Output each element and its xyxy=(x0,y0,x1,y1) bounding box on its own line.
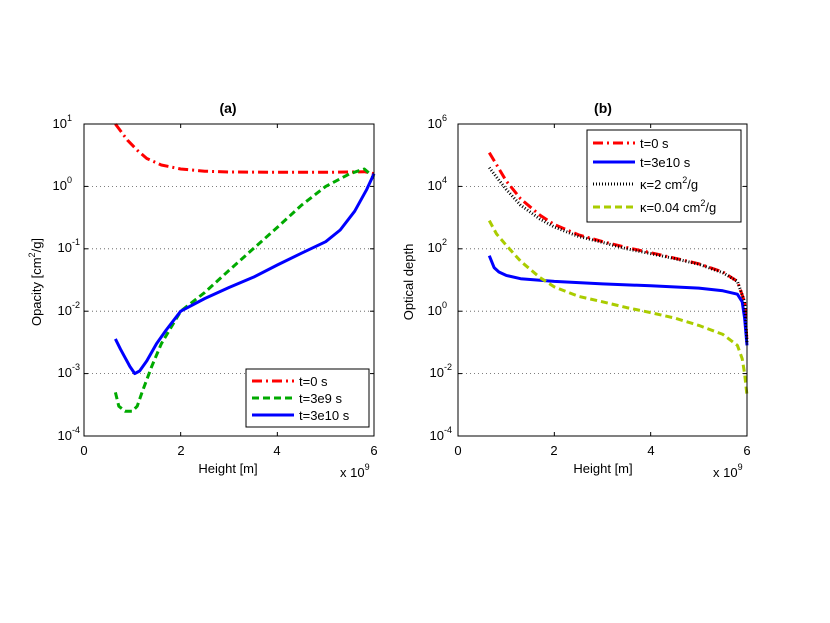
panel-b-ytick-label: 106 xyxy=(428,113,447,131)
legend-label-kappa2: κ=2 cm2/g xyxy=(640,175,698,192)
panel-b-legend: t=0 s t=3e10 s κ=2 cm2/g κ=0.04 cm2/g xyxy=(586,129,742,223)
panel-a-tick-marks xyxy=(83,123,375,437)
panel-b-ytick-label: 104 xyxy=(428,175,447,193)
panel-a-xtick-label: 0 xyxy=(80,443,87,458)
panel-b: (b) 106 104 102 100 10-2 10-4 0 2 4 6 x … xyxy=(401,100,751,480)
panel-b-legend-box xyxy=(586,129,742,223)
panel-b-xtick-label: 6 xyxy=(743,443,750,458)
panel-b-xtick-label: 0 xyxy=(454,443,461,458)
panel-a-xtick-label: 2 xyxy=(177,443,184,458)
panel-a-ytick-label: 100 xyxy=(53,175,72,193)
panel-a-xlabel: Height [m] xyxy=(198,461,257,476)
panel-b-ytick-label: 102 xyxy=(428,237,447,255)
panel-a-series-line-1 xyxy=(113,167,375,413)
panel-a: (a) 101 100 10-1 10-2 10-3 10-4 0 2 4 6 … xyxy=(27,100,378,480)
panel-b-xtick-label: 4 xyxy=(647,443,654,458)
legend-label-t0: t=0 s xyxy=(299,374,328,389)
panel-b-x-multiplier: x 109 xyxy=(713,462,743,480)
panel-a-x-multiplier: x 109 xyxy=(340,462,370,480)
panel-b-series xyxy=(487,151,749,396)
panel-a-axes-box xyxy=(83,123,375,437)
panel-b-axes-box xyxy=(457,123,748,437)
panel-a-ylabel: Opacity [cm2/g] xyxy=(27,238,44,326)
panel-b-series-line-0 xyxy=(488,151,749,343)
legend-label-t3e9: t=3e9 s xyxy=(299,391,343,406)
panel-b-ytick-label: 10-4 xyxy=(430,425,452,443)
legend-label-b-t3e10: t=3e10 s xyxy=(640,155,691,170)
panel-a-ytick-label: 101 xyxy=(53,113,72,131)
panel-b-ytick-label: 10-2 xyxy=(430,362,452,380)
panel-a-xtick-label: 6 xyxy=(370,443,377,458)
panel-a-series-line-0 xyxy=(114,123,375,176)
legend-label-kappa004: κ=0.04 cm2/g xyxy=(640,198,716,215)
panel-a-legend: t=0 s t=3e9 s t=3e10 s xyxy=(245,368,370,428)
panel-a-series-line-2 xyxy=(114,173,376,376)
panel-b-ytick-label: 100 xyxy=(428,300,447,318)
panel-a-ytick-label: 10-4 xyxy=(58,425,80,443)
panel-a-series xyxy=(113,123,376,413)
panel-b-title: (b) xyxy=(594,100,612,116)
panel-a-ytick-label: 10-1 xyxy=(58,237,80,255)
panel-b-xlabel: Height [m] xyxy=(573,461,632,476)
panel-b-series-line-3 xyxy=(487,219,749,396)
panel-a-ytick-label: 10-2 xyxy=(58,300,80,318)
legend-label-b-t0: t=0 s xyxy=(640,136,669,151)
panel-b-series-line-1 xyxy=(487,255,749,346)
panel-a-xtick-label: 4 xyxy=(273,443,280,458)
panel-a-grid xyxy=(84,185,374,375)
panel-b-tick-marks xyxy=(457,123,748,437)
panel-b-xtick-label: 2 xyxy=(550,443,557,458)
panel-a-title: (a) xyxy=(219,100,236,116)
panel-a-ytick-label: 10-3 xyxy=(58,362,80,380)
legend-label-t3e10: t=3e10 s xyxy=(299,408,350,423)
panel-b-ylabel: Optical depth xyxy=(401,244,416,321)
